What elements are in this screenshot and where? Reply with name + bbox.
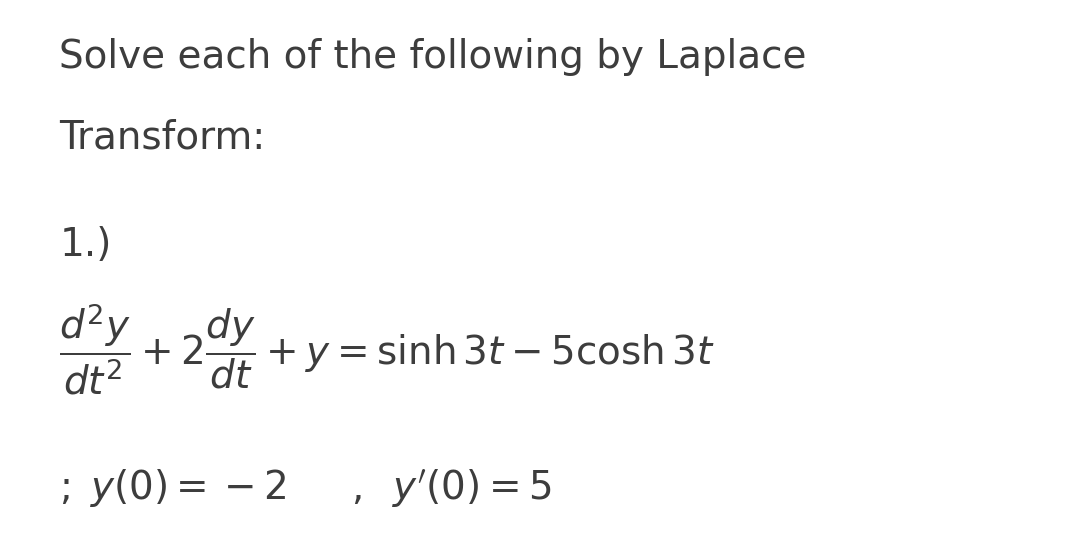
Text: $; \; y(0) = -2 \;\;\;\;\;\; , \;\; y'(0) = 5$: $; \; y(0) = -2 \;\;\;\;\;\; , \;\; y'(0… (59, 468, 552, 510)
Text: $\dfrac{d^2y}{dt^2} + 2\dfrac{dy}{dt} + y = \sinh 3t - 5\cosh 3t$: $\dfrac{d^2y}{dt^2} + 2\dfrac{dy}{dt} + … (59, 301, 715, 397)
Text: 1.): 1.) (59, 226, 111, 264)
Text: Solve each of the following by Laplace: Solve each of the following by Laplace (59, 38, 807, 76)
Text: Transform:: Transform: (59, 118, 266, 157)
